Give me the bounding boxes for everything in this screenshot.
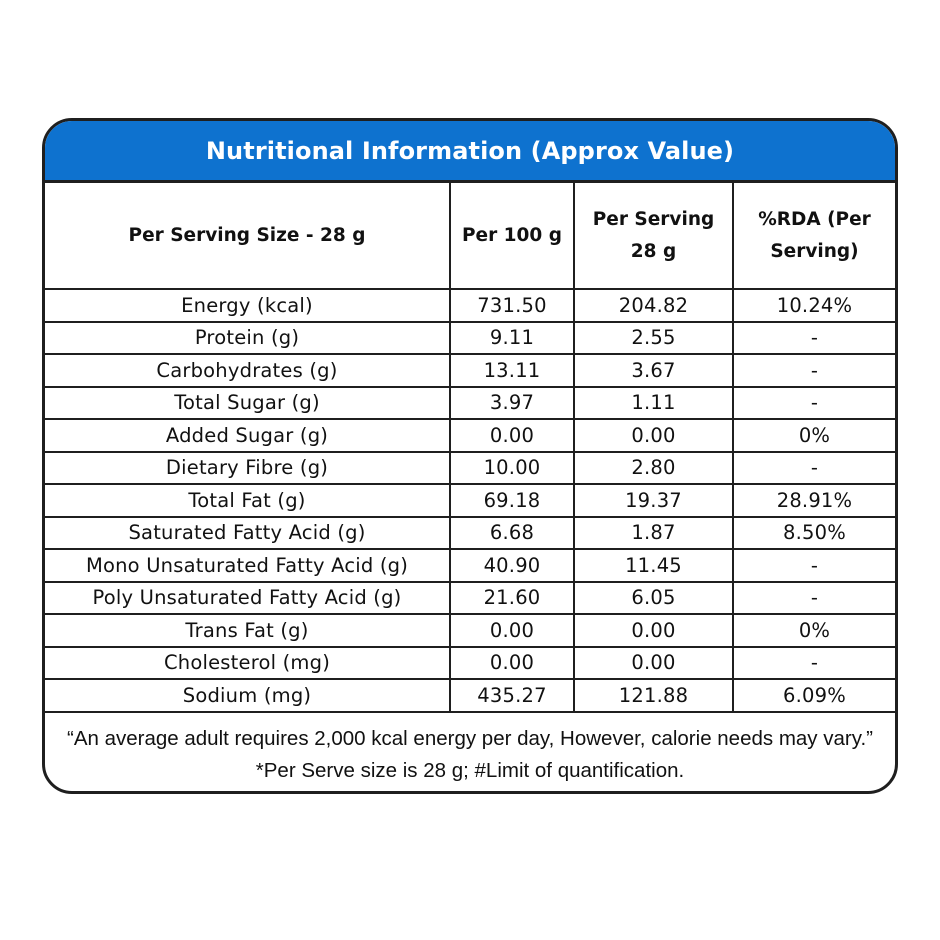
nutrient-name-cell: Total Fat (g) [45,484,451,518]
header-per-100g: Per 100 g [450,183,575,290]
rda-cell: - [733,321,895,355]
per-100g-cell: 0.00 [450,646,575,680]
nutrient-name-cell: Cholesterol (mg) [45,646,451,680]
per-100g-cell: 0.00 [450,614,575,648]
per-serving-cell: 1.11 [574,386,734,420]
per-serving-cell: 1.87 [574,516,734,550]
per-serving-cell: 0.00 [574,646,734,680]
rda-cell: - [733,451,895,485]
per-100g-cell: 0.00 [450,419,575,453]
nutrient-name-cell: Mono Unsaturated Fatty Acid (g) [45,549,451,583]
nutrient-name-cell: Trans Fat (g) [45,614,451,648]
footnote: “An average adult requires 2,000 kcal en… [45,713,895,787]
table-row: Poly Unsaturated Fatty Acid (g) 21.60 6.05… [45,581,895,615]
table-row: Protein (g) 9.11 2.55- [45,321,895,355]
nutrient-name-cell: Protein (g) [45,321,451,355]
rda-cell: 0% [733,614,895,648]
per-serving-cell: 204.82 [574,289,734,323]
nutrient-name-cell: Dietary Fibre (g) [45,451,451,485]
table-row: Saturated Fatty Acid (g) 6.68 1.87 8.50% [45,516,895,550]
per-100g-cell: 69.18 [450,484,575,518]
rda-cell: 6.09% [733,679,895,713]
nutrient-name-cell: Energy (kcal) [45,289,451,323]
header-serving-size: Per Serving Size - 28 g [45,183,451,290]
per-100g-cell: 6.68 [450,516,575,550]
per-100g-cell: 10.00 [450,451,575,485]
rda-cell: - [733,354,895,388]
panel-title: Nutritional Information (Approx Value) [205,136,735,165]
table-row: Energy (kcal) 731.50 204.82 10.24% [45,289,895,323]
per-serving-cell: 3.67 [574,354,734,388]
per-serving-cell: 6.05 [574,581,734,615]
nutrition-table: Per Serving Size - 28 g Per 100 g Per Se… [45,183,895,713]
table-row: Total Fat (g) 69.18 19.37 28.91% [45,484,895,518]
table-row: Carbohydrates (g) 13.11 3.67- [45,354,895,388]
per-serving-cell: 0.00 [574,419,734,453]
footnote-line-2: *Per Serve size is 28 g; #Limit of quant… [255,758,685,782]
table-body: Energy (kcal) 731.50 204.82 10.24% Protein (… [45,289,895,713]
nutrient-name-cell: Sodium (mg) [45,679,451,713]
table-header-row: Per Serving Size - 28 g Per 100 g Per Se… [45,183,895,290]
rda-cell: 28.91% [733,484,895,518]
per-100g-cell: 435.27 [450,679,575,713]
per-100g-cell: 13.11 [450,354,575,388]
title-bar: Nutritional Information (Approx Value) [45,121,895,183]
per-100g-cell: 3.97 [450,386,575,420]
per-100g-cell: 9.11 [450,321,575,355]
table-row: Total Sugar (g) 3.97 1.11- [45,386,895,420]
table-row: Trans Fat (g) 0.00 0.00 0% [45,614,895,648]
table-row: Dietary Fibre (g) 10.00 2.80- [45,451,895,485]
per-100g-cell: 731.50 [450,289,575,323]
rda-cell: - [733,646,895,680]
table-row: Mono Unsaturated Fatty Acid (g) 40.90 11.4… [45,549,895,583]
per-serving-cell: 11.45 [574,549,734,583]
per-100g-cell: 21.60 [450,581,575,615]
footnote-line-1: “An average adult requires 2,000 kcal en… [67,726,873,750]
rda-cell: 0% [733,419,895,453]
nutrient-name-cell: Total Sugar (g) [45,386,451,420]
header-per-serving: Per Serving 28 g [574,183,734,290]
nutrient-name-cell: Saturated Fatty Acid (g) [45,516,451,550]
table-row: Sodium (mg) 435.27 121.88 6.09% [45,679,895,713]
per-serving-cell: 2.55 [574,321,734,355]
rda-cell: - [733,386,895,420]
header-rda: %RDA (Per Serving) [733,183,895,290]
nutrient-name-cell: Poly Unsaturated Fatty Acid (g) [45,581,451,615]
nutrient-name-cell: Added Sugar (g) [45,419,451,453]
per-serving-cell: 2.80 [574,451,734,485]
nutrition-panel: Nutritional Information (Approx Value) P… [42,118,898,794]
rda-cell: - [733,549,895,583]
rda-cell: 8.50% [733,516,895,550]
per-100g-cell: 40.90 [450,549,575,583]
per-serving-cell: 0.00 [574,614,734,648]
nutrient-name-cell: Carbohydrates (g) [45,354,451,388]
per-serving-cell: 121.88 [574,679,734,713]
rda-cell: - [733,581,895,615]
per-serving-cell: 19.37 [574,484,734,518]
table-row: Cholesterol (mg) 0.00 0.00- [45,646,895,680]
table-row: Added Sugar (g) 0.00 0.00 0% [45,419,895,453]
rda-cell: 10.24% [733,289,895,323]
